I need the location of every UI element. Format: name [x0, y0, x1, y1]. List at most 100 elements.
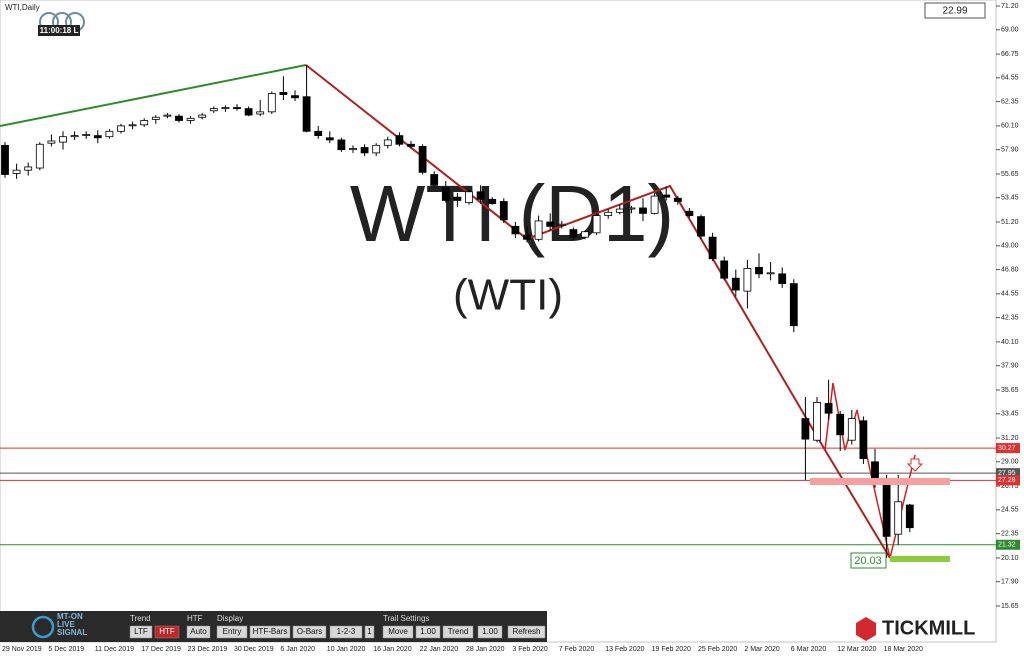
candle-body: [836, 413, 845, 436]
candle-body: [720, 260, 729, 279]
button-bg: [186, 625, 211, 639]
level-tag: [996, 443, 1020, 454]
x-tick-label: 30 Dec 2019: [234, 646, 274, 653]
x-tick-label: 16 Jan 2020: [373, 646, 412, 653]
button-label: O-Bars: [297, 627, 322, 636]
panel-button[interactable]: HTF: [154, 625, 180, 639]
y-tick-label: 31.20: [1001, 435, 1019, 442]
candle-body: [267, 93, 276, 113]
button-label: Entry: [223, 627, 242, 636]
candle-body: [105, 130, 114, 138]
level-label: 27.28: [998, 477, 1016, 484]
candle-body: [221, 107, 230, 110]
y-tick-label: 40.10: [1001, 339, 1019, 346]
logo-text: MT-ON: [57, 612, 83, 621]
zone-red: [810, 478, 950, 485]
panel-button[interactable]: Refresh: [507, 625, 546, 639]
zone-green: [890, 556, 950, 562]
candle-body: [592, 215, 601, 234]
panel-button[interactable]: Trend: [442, 625, 474, 639]
y-tick-label: 66.75: [1001, 51, 1019, 58]
candle-body: [778, 273, 787, 284]
candle-body: [325, 137, 334, 141]
x-tick-label: 12 Mar 2020: [837, 646, 876, 653]
candle-body: [175, 115, 183, 121]
button-bg: [364, 625, 375, 639]
group-label: Trend: [130, 614, 151, 623]
candle-body: [685, 210, 694, 216]
panel-button[interactable]: Move: [382, 625, 414, 639]
candle-body: [871, 461, 879, 479]
button-bg: [477, 625, 503, 639]
button-bg: [442, 625, 474, 639]
button-label: Move: [388, 627, 408, 636]
candle-body: [395, 135, 404, 145]
arrow-down: [906, 458, 924, 472]
x-tick-label: 17 Dec 2019: [141, 646, 181, 653]
panel-button[interactable]: Auto: [186, 625, 211, 639]
watermark: WTI (D1): [350, 169, 674, 258]
button-label: Refresh: [512, 627, 540, 636]
y-tick-label: 17.90: [1001, 579, 1019, 586]
candle-body: [302, 96, 311, 132]
button-label: 1.00: [420, 627, 436, 636]
candle-body: [453, 196, 462, 201]
y-tick-label: 64.55: [1001, 75, 1019, 82]
y-tick-label: 37.90: [1001, 363, 1019, 370]
button-bg: [329, 625, 363, 639]
panel-button[interactable]: 1.00: [415, 625, 441, 639]
brand: TICKMILL: [856, 617, 975, 641]
panel-button[interactable]: HTF-Bars: [249, 625, 291, 639]
candle-body: [697, 216, 705, 237]
candle-body: [546, 221, 555, 227]
candle-body: [418, 146, 427, 173]
logo-text: LIVE: [57, 620, 75, 629]
candle-body: [731, 277, 740, 291]
panel-button[interactable]: LTF: [129, 625, 153, 639]
candle-body: [789, 283, 798, 327]
y-tick-label: 46.80: [1001, 266, 1019, 273]
candle-body: [813, 401, 821, 441]
candle-body: [70, 135, 79, 138]
candle-body: [24, 166, 33, 171]
level-tag: [996, 475, 1020, 486]
panel-button[interactable]: 1-2-3: [329, 625, 363, 639]
y-tick-label: 62.35: [1001, 98, 1019, 105]
candle-body: [673, 197, 682, 202]
candle-body: [581, 231, 589, 238]
panel-button[interactable]: Entry: [216, 625, 248, 639]
candle-body: [1, 144, 9, 175]
button-label: 1-2-3: [337, 627, 356, 636]
group-label: HTF: [187, 614, 203, 623]
chart-title: WTI,Daily: [5, 3, 40, 12]
candle-body: [47, 140, 56, 144]
candle-body: [569, 229, 578, 238]
y-tick-label: 33.45: [1001, 411, 1019, 418]
candle-body: [314, 130, 323, 137]
candle-body: [372, 144, 381, 154]
candle-body: [117, 125, 125, 132]
button-bg: [249, 625, 291, 639]
x-tick-label: 28 Jan 2020: [466, 646, 505, 653]
candle-body: [662, 194, 671, 198]
panel-button[interactable]: O-Bars: [292, 625, 327, 639]
candle-body: [615, 208, 624, 213]
button-label: HTF: [159, 627, 175, 636]
low-box: [850, 552, 887, 569]
button-label: Auto: [190, 627, 207, 636]
current-price: 22.99: [942, 6, 967, 17]
candle-body: [233, 107, 241, 110]
candle-body: [35, 143, 44, 169]
y-tick-label: 15.65: [1001, 603, 1019, 610]
candle-body: [499, 201, 508, 221]
panel-button[interactable]: 1: [364, 625, 375, 639]
candle-body: [163, 114, 172, 117]
candle-body: [627, 207, 636, 210]
panel-button[interactable]: 1.00: [477, 625, 503, 639]
level-label: 21.32: [998, 542, 1016, 549]
group-label: Trail Settings: [383, 614, 429, 623]
button-bg: [507, 625, 546, 639]
button-label: LTF: [134, 627, 148, 636]
candle-body: [140, 120, 149, 126]
